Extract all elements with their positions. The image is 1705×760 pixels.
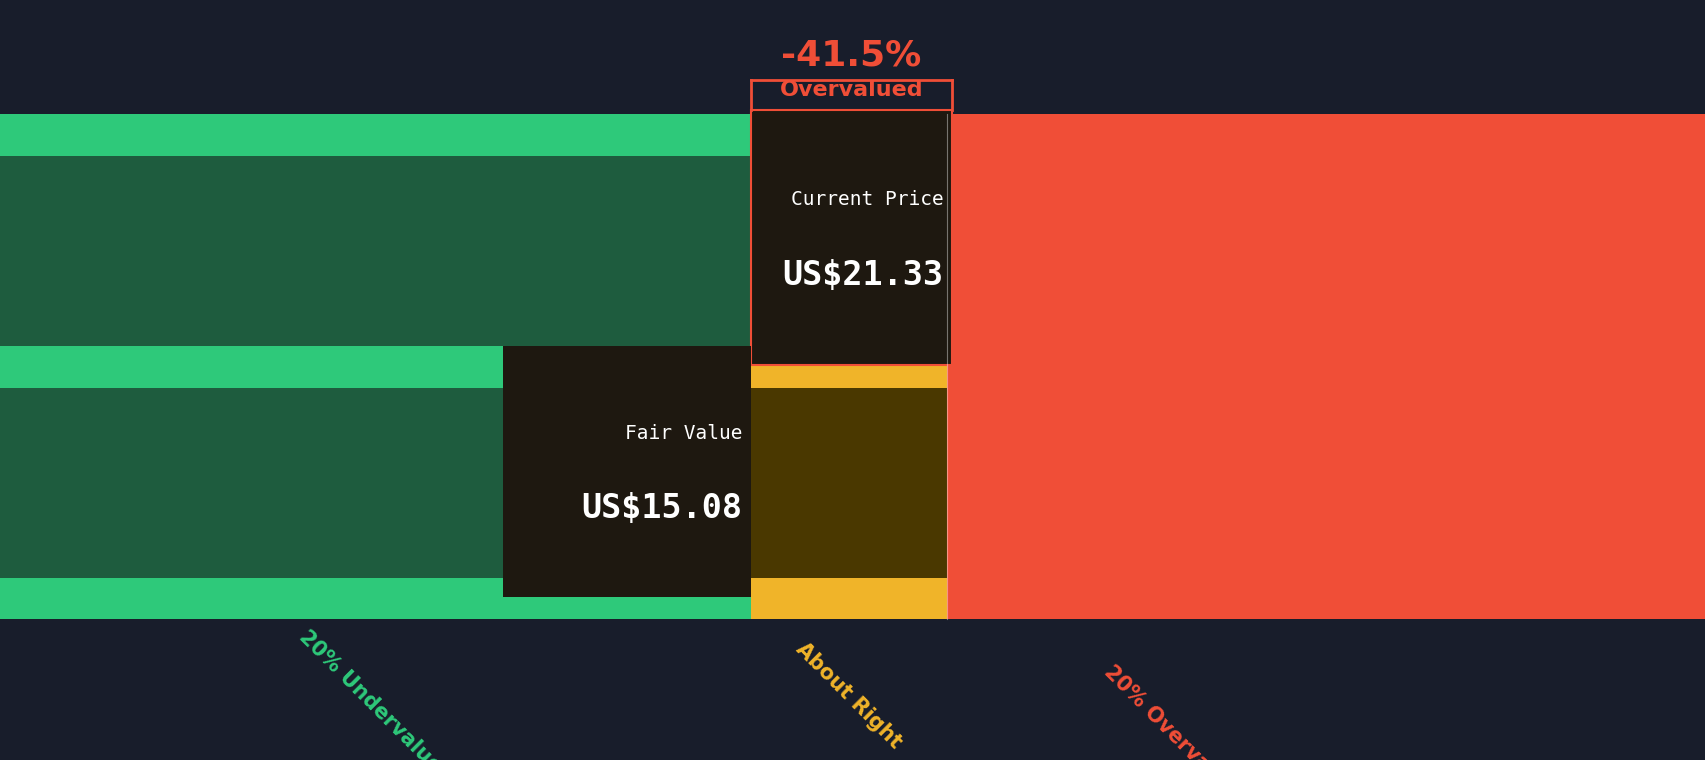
Bar — [0, 114, 750, 156]
Text: US$21.33: US$21.33 — [783, 259, 943, 292]
Bar — [946, 346, 1705, 388]
Text: Current Price: Current Price — [789, 190, 943, 209]
Bar — [946, 578, 1705, 619]
Bar — [0, 156, 750, 346]
Text: -41.5%: -41.5% — [781, 38, 921, 72]
Bar — [750, 578, 946, 619]
Bar — [0, 578, 750, 619]
Bar — [750, 346, 946, 388]
Bar — [0, 388, 750, 578]
Bar — [946, 156, 1705, 346]
Text: 20% Overvalued: 20% Overvalued — [1100, 661, 1248, 760]
Bar — [503, 346, 750, 597]
Bar — [750, 110, 951, 365]
Text: Overvalued: Overvalued — [779, 80, 922, 100]
Bar — [750, 114, 946, 156]
Bar — [750, 156, 946, 346]
Bar — [946, 388, 1705, 578]
Text: 20% Undervalued: 20% Undervalued — [295, 627, 455, 760]
Bar — [0, 346, 750, 388]
Text: US$15.08: US$15.08 — [581, 492, 742, 525]
Bar — [946, 114, 1705, 156]
Text: About Right: About Right — [791, 638, 905, 752]
Text: Fair Value: Fair Value — [624, 424, 742, 443]
Bar — [750, 388, 946, 578]
